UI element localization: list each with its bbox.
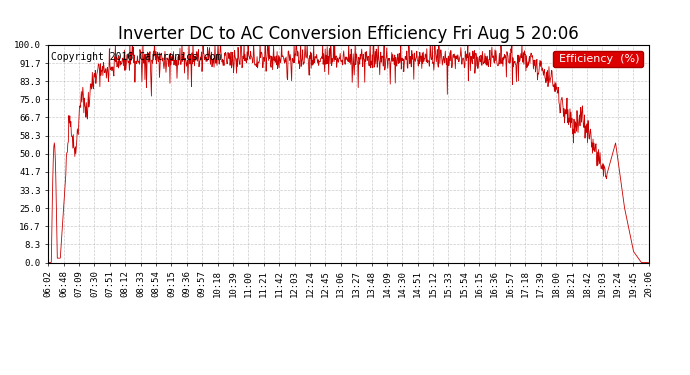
Legend: Efficiency  (%): Efficiency (%) — [553, 51, 643, 67]
Title: Inverter DC to AC Conversion Efficiency Fri Aug 5 20:06: Inverter DC to AC Conversion Efficiency … — [118, 26, 579, 44]
Text: Copyright 2016 Cartronics.com: Copyright 2016 Cartronics.com — [51, 51, 221, 62]
